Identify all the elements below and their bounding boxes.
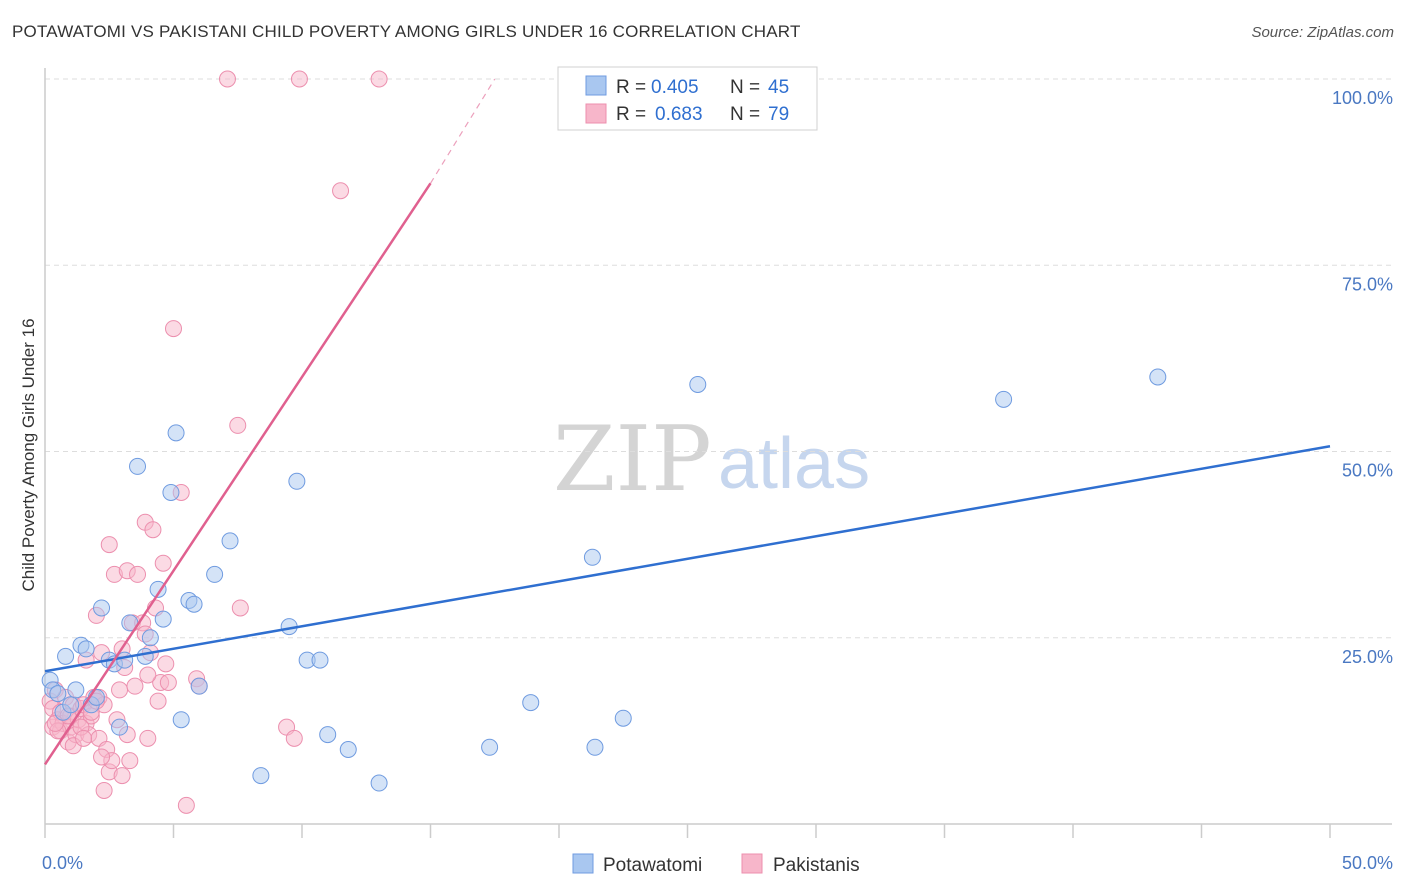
watermark-atlas: atlas	[718, 424, 870, 504]
data-point-potawatomi	[481, 738, 499, 756]
data-point-potawatomi	[522, 694, 540, 712]
chart-title: POTAWATOMI VS PAKISTANI CHILD POVERTY AM…	[12, 22, 801, 41]
data-point-pakistanis	[332, 182, 350, 200]
data-point-potawatomi	[167, 424, 185, 442]
data-point-potawatomi	[221, 532, 239, 550]
data-point-pakistanis	[144, 521, 162, 539]
data-point-potawatomi	[1149, 368, 1167, 386]
data-point-pakistanis	[139, 729, 157, 747]
data-point-pakistanis	[100, 536, 118, 554]
data-point-pakistanis	[231, 599, 249, 617]
data-point-potawatomi	[689, 375, 707, 393]
data-point-pakistanis	[177, 796, 195, 814]
legend-r-label-1: R =	[616, 77, 646, 98]
data-point-potawatomi	[614, 709, 632, 727]
data-point-pakistanis	[139, 666, 157, 684]
y-tick-label: 75.0%	[1342, 274, 1393, 294]
data-point-potawatomi	[49, 685, 67, 703]
trend-line-pakistanis	[43, 182, 432, 766]
data-point-potawatomi	[67, 681, 85, 699]
y-axis-label: Child Poverty Among Girls Under 16	[19, 318, 38, 591]
data-point-potawatomi	[370, 774, 388, 792]
data-point-potawatomi	[252, 767, 270, 785]
data-point-potawatomi	[141, 629, 159, 647]
legend-n-value-2: 79	[768, 104, 789, 125]
correlation-legend: R = 0.405 N = 45 R = 0.683 N = 79	[557, 66, 818, 131]
trend-line-pakistanis-extension	[429, 78, 496, 184]
legend-n-label-1: N =	[730, 77, 760, 98]
data-point-pakistanis	[95, 781, 113, 799]
data-point-potawatomi	[206, 565, 224, 583]
y-tick-label: 50.0%	[1342, 461, 1393, 481]
data-point-pakistanis	[129, 565, 147, 583]
x-tick-label: 50.0%	[1342, 853, 1393, 873]
x-tick-label: 0.0%	[42, 853, 83, 873]
data-point-pakistanis	[121, 752, 139, 770]
data-point-potawatomi	[154, 610, 172, 628]
series-legend: Potawatomi Pakistanis	[572, 853, 860, 876]
watermark-zip: ZIP	[553, 407, 712, 512]
tick-labels: 25.0% 50.0% 75.0% 100.0% 0.0% 50.0%	[42, 88, 1393, 873]
data-point-potawatomi	[185, 595, 203, 613]
y-tick-label: 25.0%	[1342, 647, 1393, 667]
legend-r-value-2: 0.683	[655, 104, 703, 125]
data-point-pakistanis	[126, 677, 144, 695]
data-point-potawatomi	[288, 472, 306, 490]
legend-r-value-1: 0.405	[651, 77, 699, 98]
data-point-pakistanis	[370, 70, 388, 88]
data-point-potawatomi	[62, 696, 80, 714]
data-point-potawatomi	[57, 647, 75, 665]
data-point-pakistanis	[154, 554, 172, 572]
data-point-pakistanis	[290, 70, 308, 88]
data-point-pakistanis	[157, 655, 175, 673]
data-point-pakistanis	[93, 748, 111, 766]
data-point-pakistanis	[218, 70, 236, 88]
data-point-pakistanis	[229, 416, 247, 434]
data-point-pakistanis	[285, 729, 303, 747]
data-point-potawatomi	[162, 483, 180, 501]
data-point-pakistanis	[111, 681, 129, 699]
data-point-potawatomi	[136, 647, 154, 665]
data-point-pakistanis	[75, 729, 93, 747]
data-point-potawatomi	[995, 390, 1013, 408]
data-point-potawatomi	[129, 457, 147, 475]
data-point-potawatomi	[111, 718, 129, 736]
data-point-potawatomi	[77, 640, 95, 658]
data-point-potawatomi	[586, 738, 604, 756]
legend-n-label-2: N =	[730, 104, 760, 125]
data-point-potawatomi	[190, 677, 208, 695]
y-tick-label: 100.0%	[1332, 88, 1393, 108]
legend-swatch-potawatomi	[585, 75, 607, 96]
data-point-pakistanis	[165, 320, 182, 338]
potawatomi-points	[41, 368, 1167, 792]
bottom-swatch-pakistanis	[741, 853, 763, 874]
data-point-pakistanis	[149, 692, 167, 710]
legend-r-label-2: R =	[616, 104, 646, 125]
bottom-legend-pakistanis: Pakistanis	[773, 855, 860, 876]
bottom-swatch-potawatomi	[572, 853, 594, 874]
data-point-pakistanis	[113, 767, 131, 785]
legend-swatch-pakistanis	[585, 103, 607, 124]
bottom-legend-potawatomi: Potawatomi	[603, 855, 702, 876]
data-point-pakistanis	[159, 673, 177, 691]
trend-line-potawatomi	[44, 445, 1331, 673]
data-point-potawatomi	[172, 711, 190, 729]
data-point-potawatomi	[583, 548, 601, 566]
data-point-potawatomi	[311, 651, 329, 669]
data-point-potawatomi	[93, 599, 111, 617]
data-point-potawatomi	[319, 726, 337, 744]
legend-n-value-1: 45	[768, 77, 789, 98]
trend-lines	[43, 78, 1331, 766]
data-point-potawatomi	[149, 580, 167, 598]
source-credit: Source: ZipAtlas.com	[1251, 24, 1394, 41]
data-point-potawatomi	[339, 741, 357, 758]
